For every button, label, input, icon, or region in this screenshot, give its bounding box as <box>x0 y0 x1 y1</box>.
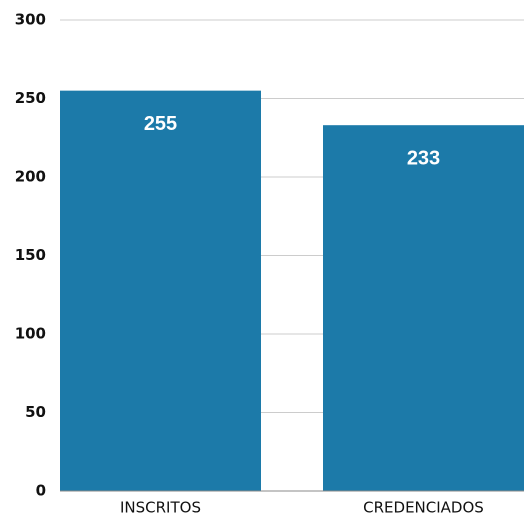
x-tick-label: CREDENCIADOS <box>363 499 484 516</box>
y-tick-label: 100 <box>15 325 46 343</box>
value-label: 233 <box>407 147 440 169</box>
y-tick-label: 0 <box>36 482 46 500</box>
y-tick-label: 50 <box>25 403 46 421</box>
bar <box>323 125 524 491</box>
y-tick-label: 150 <box>15 246 46 264</box>
y-tick-label: 200 <box>15 168 46 186</box>
bar <box>60 90 261 492</box>
y-tick-label: 250 <box>15 89 46 107</box>
value-label: 255 <box>144 113 177 135</box>
x-tick-label: INSCRITOS <box>120 499 201 516</box>
y-tick-label: 300 <box>15 11 46 29</box>
